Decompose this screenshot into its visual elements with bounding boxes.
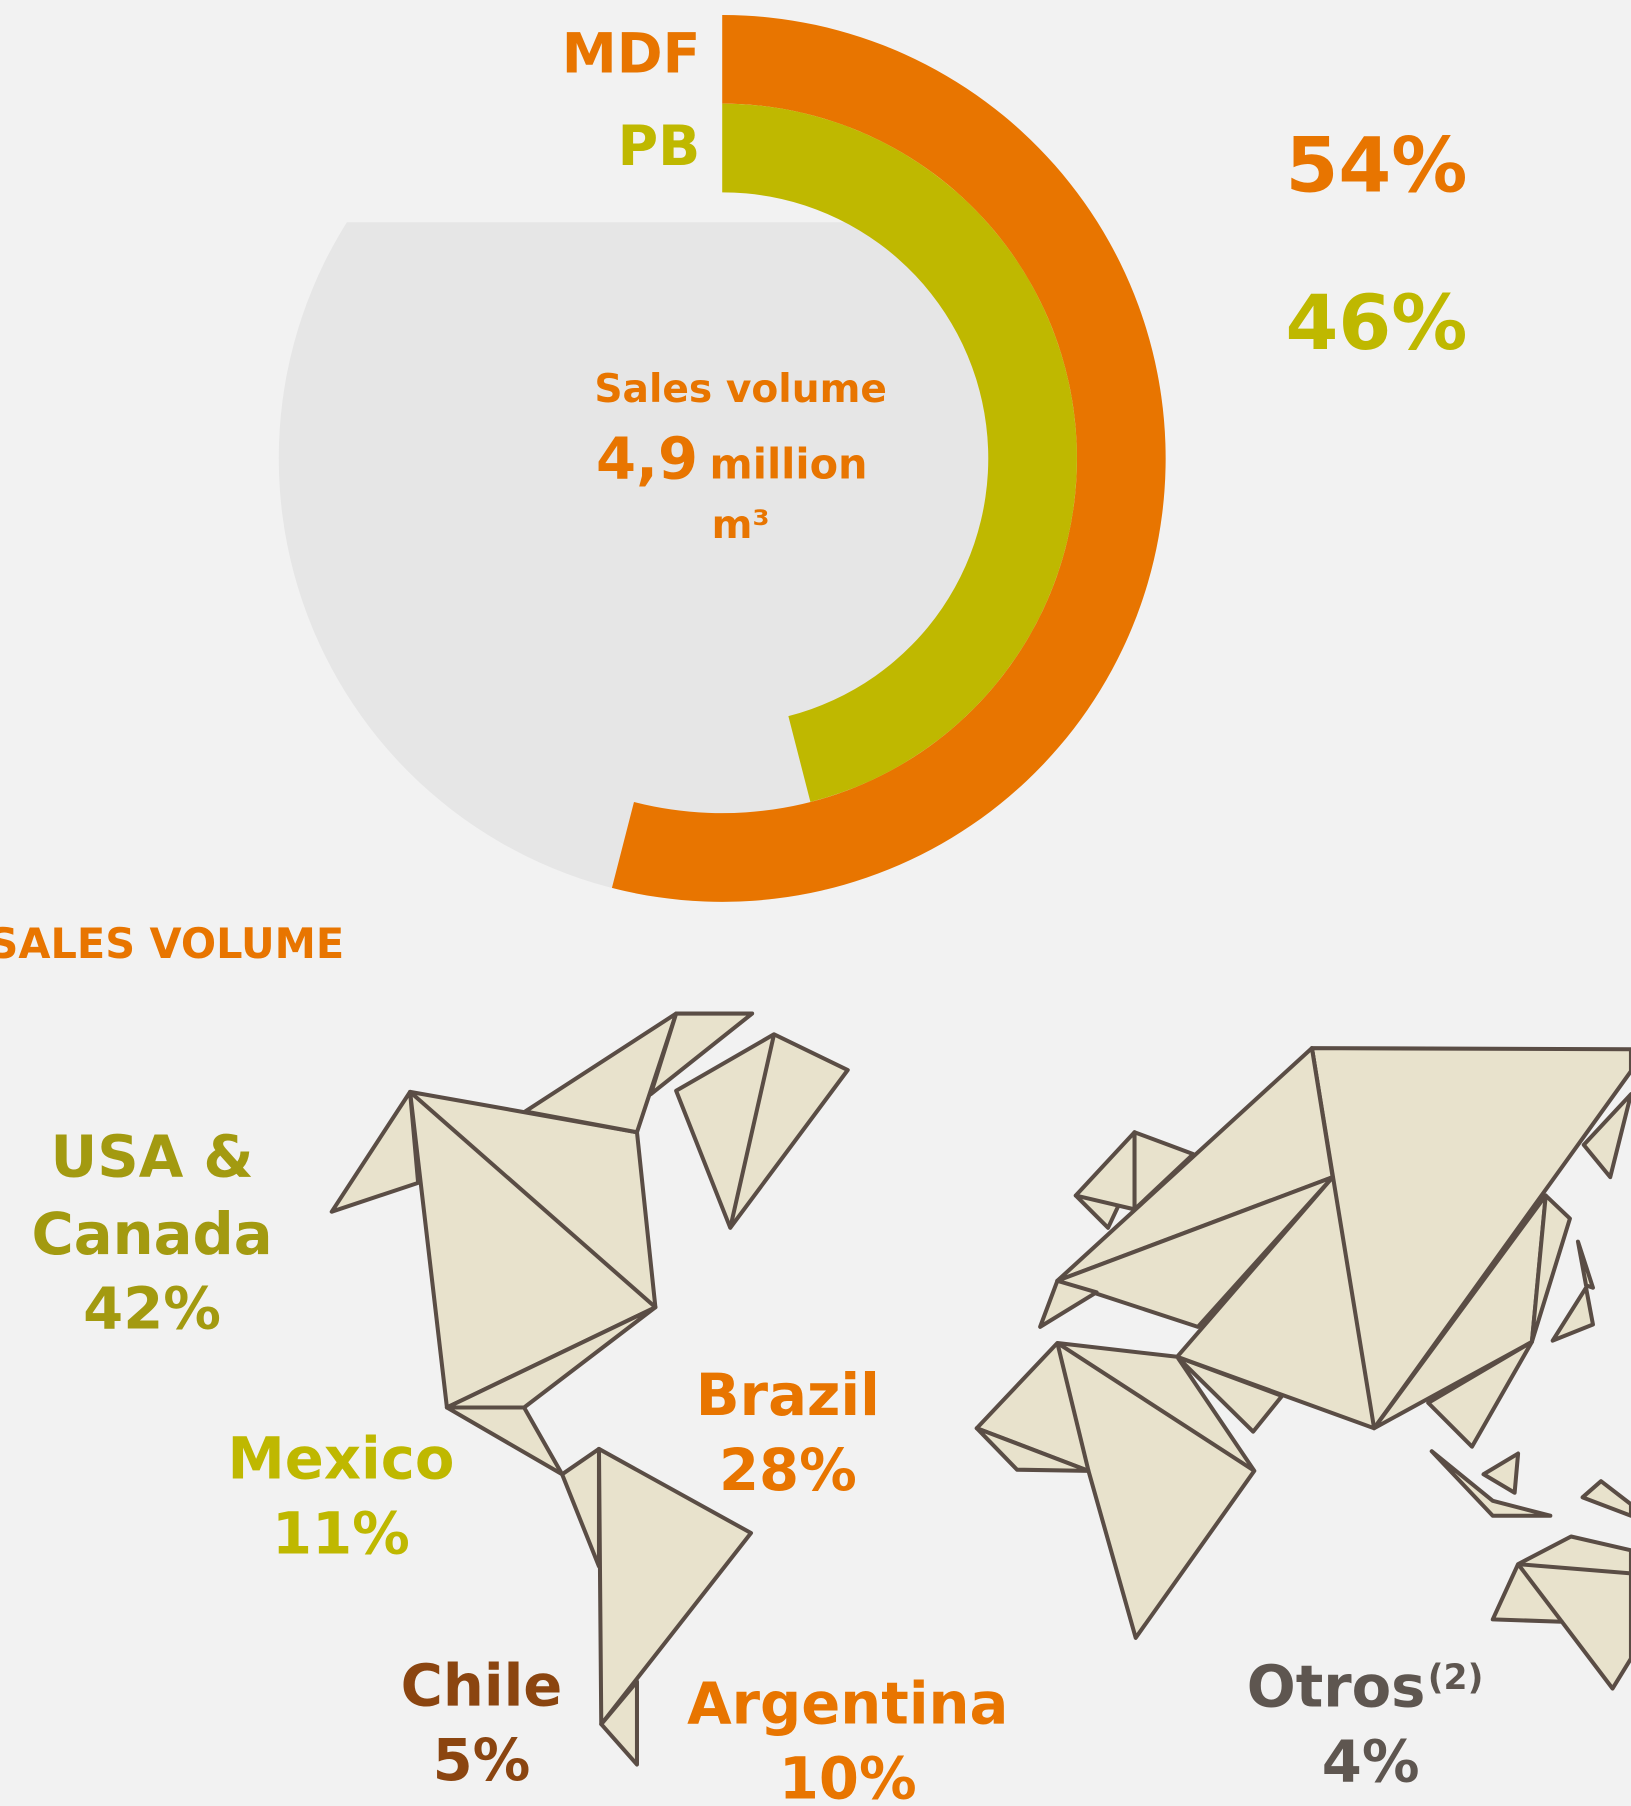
- region-name: Brazil: [696, 1362, 880, 1429]
- center-unit: m³: [712, 503, 770, 548]
- region-share: 42%: [83, 1276, 221, 1343]
- center-label: Sales volume: [594, 367, 887, 412]
- center-unit: million: [710, 441, 868, 489]
- region-name: Canada: [32, 1201, 273, 1268]
- region-share: 4%: [1322, 1728, 1420, 1795]
- series-label: MDF: [562, 23, 701, 87]
- region-share: 5%: [433, 1727, 531, 1794]
- region-name: Otros: [1247, 1653, 1426, 1720]
- region-share: 28%: [719, 1437, 857, 1504]
- region-labels: USA & Canada 42% Mexico 11% Brazil 28% Chile 5% A…: [32, 1124, 1484, 1806]
- center-value: 4,9: [596, 426, 698, 493]
- series-label: PB: [618, 115, 701, 179]
- region-name: Argentina: [687, 1671, 1008, 1738]
- arc: [722, 103, 1077, 803]
- region-share: 10%: [779, 1746, 917, 1806]
- arc: [611, 14, 1166, 902]
- value-label: 54%: [1285, 120, 1467, 209]
- world-map: [329, 1011, 1631, 1767]
- region-name: Chile: [401, 1652, 563, 1719]
- map-title: SALES VOLUME: [0, 920, 344, 968]
- value-label: 46%: [1285, 278, 1467, 367]
- region-share: 11%: [272, 1500, 410, 1567]
- radial-chart: MDF 54% PB 46% Sales volume 4,9 million m³: [278, 14, 1467, 902]
- region-name: Mexico: [228, 1425, 455, 1492]
- region-name: USA &: [51, 1124, 254, 1191]
- region-note: (2): [1428, 1658, 1484, 1698]
